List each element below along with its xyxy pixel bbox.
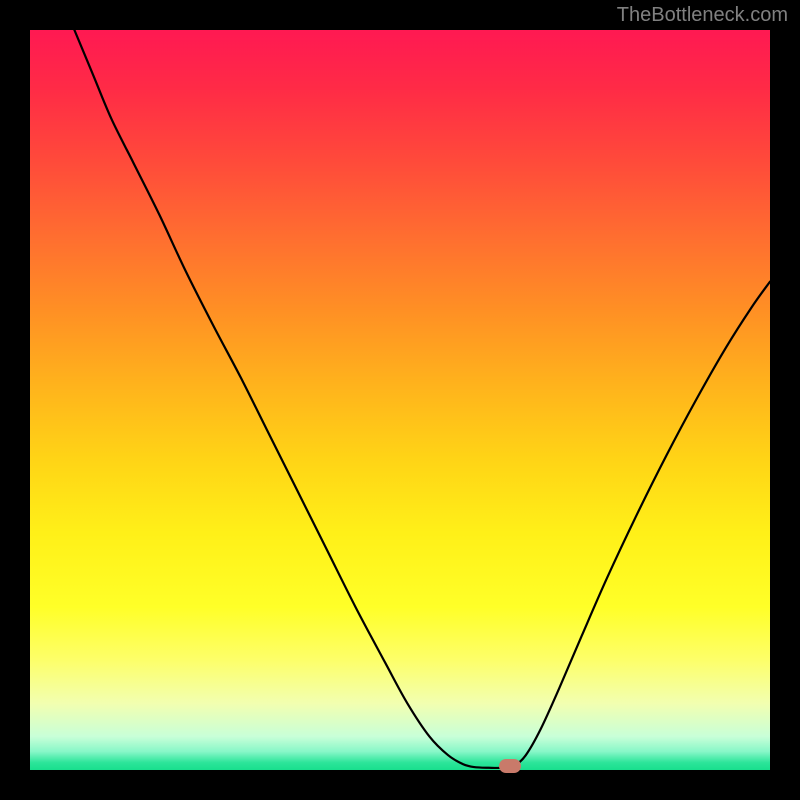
chart-svg xyxy=(30,30,770,770)
attribution-text: TheBottleneck.com xyxy=(617,4,788,27)
chart-background xyxy=(30,30,770,770)
optimal-point-marker xyxy=(499,759,521,773)
bottleneck-chart xyxy=(30,30,770,770)
